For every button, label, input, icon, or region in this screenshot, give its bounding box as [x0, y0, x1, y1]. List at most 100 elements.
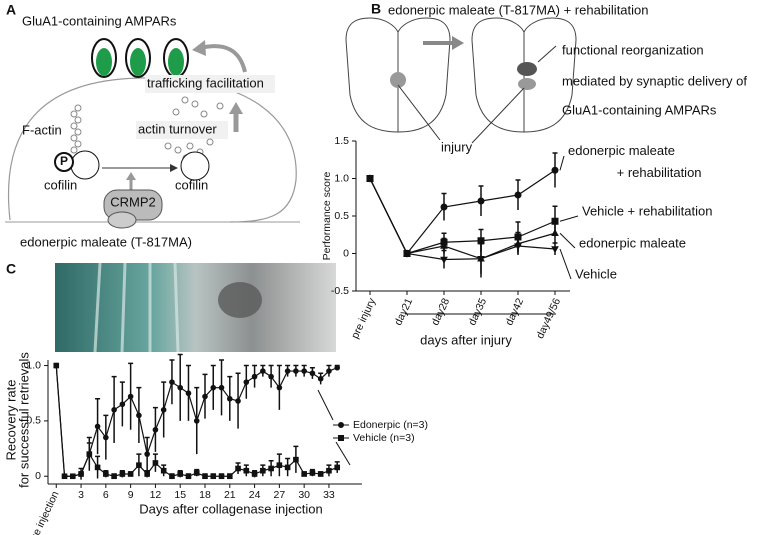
reorg-label: mediated by synaptic delivery of — [562, 73, 747, 88]
marker — [366, 175, 374, 183]
photo — [55, 263, 336, 352]
y-tick-label: 0 — [343, 247, 349, 259]
marker — [276, 462, 283, 468]
arrowhead — [170, 164, 178, 172]
x-tick-label: 21 — [224, 489, 236, 501]
arrow — [199, 44, 247, 73]
marker — [202, 393, 208, 400]
marker — [293, 456, 299, 463]
x-tick-label: 30 — [298, 489, 310, 501]
leader — [471, 87, 525, 144]
y-tick-label: -0.5 — [331, 285, 349, 297]
leader — [537, 45, 557, 63]
marker — [309, 370, 316, 377]
arrowhead — [229, 102, 243, 114]
lesion — [518, 78, 536, 90]
marker — [551, 166, 559, 174]
reorganization — [517, 62, 537, 76]
marker — [514, 243, 522, 251]
x-tick-label: 15 — [174, 489, 186, 501]
marker — [334, 364, 341, 371]
marker — [514, 191, 522, 199]
series-line — [369, 178, 556, 255]
marker — [276, 384, 283, 391]
marker — [119, 471, 126, 477]
receptors — [91, 38, 189, 78]
x-tick-label: day21 — [392, 296, 415, 327]
marker — [210, 384, 217, 391]
panel-letter: A — [6, 2, 16, 18]
f-actin-label: F-actin — [22, 122, 62, 137]
x-tick-label: 12 — [150, 489, 162, 501]
marker — [193, 418, 200, 424]
x-axis-label: Days after collagenase injection — [139, 501, 323, 516]
marker — [119, 401, 126, 408]
marker — [136, 412, 142, 419]
leader — [317, 389, 334, 421]
x-tick-label: day42 — [503, 296, 526, 327]
marker — [226, 473, 233, 480]
cofilin — [180, 151, 210, 181]
marker — [160, 407, 167, 413]
x-tick-label: 33 — [323, 489, 335, 501]
marker — [268, 373, 274, 380]
x-tick-label: pre injury — [349, 296, 378, 341]
x-tick-label: 6 — [103, 489, 109, 501]
panel-letter: B — [371, 1, 381, 17]
x-tick-label: 24 — [249, 489, 261, 501]
marker — [260, 368, 266, 374]
marker — [317, 376, 324, 382]
label-bg — [145, 75, 275, 93]
label-bg — [136, 121, 228, 139]
cofilin-label: cofilin — [44, 177, 77, 192]
marker — [136, 462, 142, 468]
marker — [78, 471, 84, 477]
marker — [127, 471, 134, 477]
marker — [334, 464, 341, 471]
trafficking-label: trafficking facilitation — [147, 75, 264, 90]
marker — [251, 373, 258, 380]
marker — [94, 423, 101, 430]
drug — [107, 211, 137, 229]
leader — [559, 232, 576, 249]
marker — [69, 473, 76, 480]
marker — [144, 471, 150, 477]
marker — [169, 379, 175, 385]
marker — [169, 473, 175, 480]
y-axis-label: Performance score — [321, 171, 333, 260]
marker — [86, 451, 93, 457]
marker — [210, 473, 217, 480]
cofilin — [70, 150, 100, 180]
reorg-label: functional reorganization — [562, 42, 704, 57]
x-tick-label: pre injection — [27, 489, 62, 535]
y-tick-label: 0.5 — [26, 415, 41, 427]
legend-label: Vehicle + rehabilitation — [582, 203, 712, 218]
x-tick-label: 18 — [199, 489, 211, 501]
x-tick-label: day28 — [429, 296, 452, 327]
leader — [559, 248, 572, 280]
phospho — [54, 152, 74, 172]
actin-turnover-label: actin turnover — [138, 121, 217, 136]
marker — [268, 465, 274, 472]
x-tick-label: 9 — [128, 489, 134, 501]
marker — [53, 362, 60, 369]
marker — [251, 471, 258, 477]
arrowhead — [126, 172, 136, 180]
legend-label: edonerpic maleate — [579, 235, 686, 250]
injury-label: injury — [441, 139, 473, 154]
photo-detail — [218, 282, 262, 318]
marker — [293, 368, 299, 374]
marker — [326, 368, 332, 374]
marker — [202, 473, 208, 480]
marker — [440, 241, 448, 249]
marker — [111, 473, 117, 480]
marker — [284, 368, 291, 374]
marker — [284, 464, 291, 471]
marker — [326, 467, 332, 474]
marker — [243, 379, 250, 385]
legend-label: Edonerpic (n=3) — [353, 419, 428, 431]
leader — [559, 215, 579, 222]
marker — [235, 398, 241, 404]
marker — [218, 384, 225, 391]
leader — [559, 155, 565, 171]
